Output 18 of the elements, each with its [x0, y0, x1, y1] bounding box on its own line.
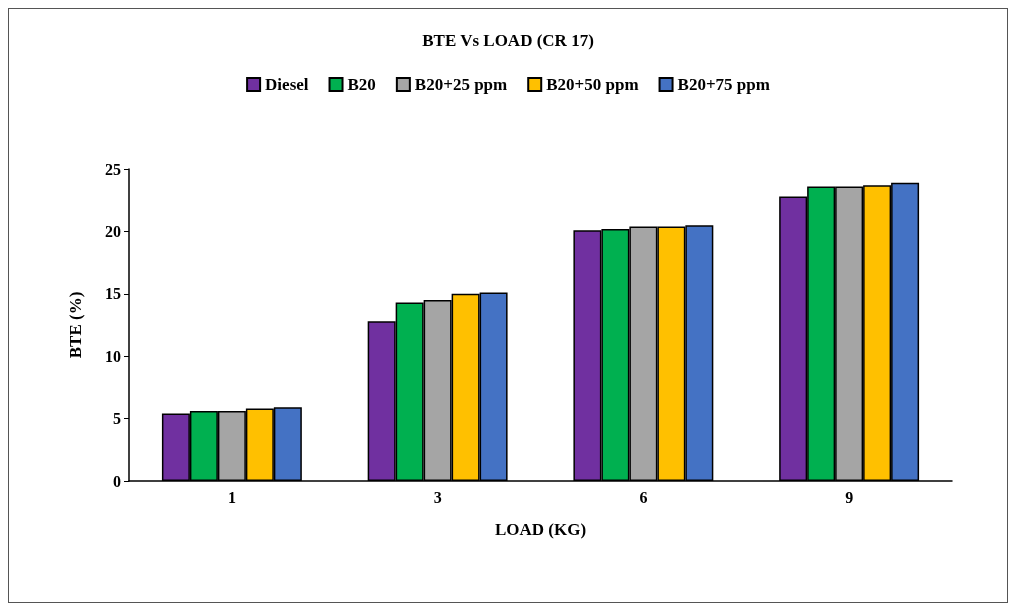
x-axis-title: LOAD (KG) — [494, 520, 587, 539]
y-tick-label: 25 — [105, 160, 121, 178]
x-tick-label: 9 — [845, 488, 854, 506]
legend-label: B20 — [347, 75, 376, 94]
y-tick-label: 0 — [113, 472, 121, 490]
y-tick-label: 5 — [113, 410, 121, 428]
legend-label: B20+75 ppm — [677, 75, 770, 94]
x-tick-label: 6 — [639, 488, 648, 506]
x-tick-label: 1 — [227, 488, 236, 506]
legend-label: B20+50 ppm — [546, 75, 639, 94]
chart-title: BTE Vs LOAD (CR 17) — [422, 31, 594, 50]
legend-label: B20+25 ppm — [414, 75, 508, 94]
x-tick-label: 3 — [433, 488, 442, 506]
y-tick-label: 10 — [105, 347, 121, 365]
y-tick-label: 15 — [105, 285, 121, 303]
legend-label: Diesel — [265, 75, 309, 94]
y-axis-title: BTE (%) — [66, 291, 85, 359]
y-tick-label: 20 — [105, 222, 121, 240]
